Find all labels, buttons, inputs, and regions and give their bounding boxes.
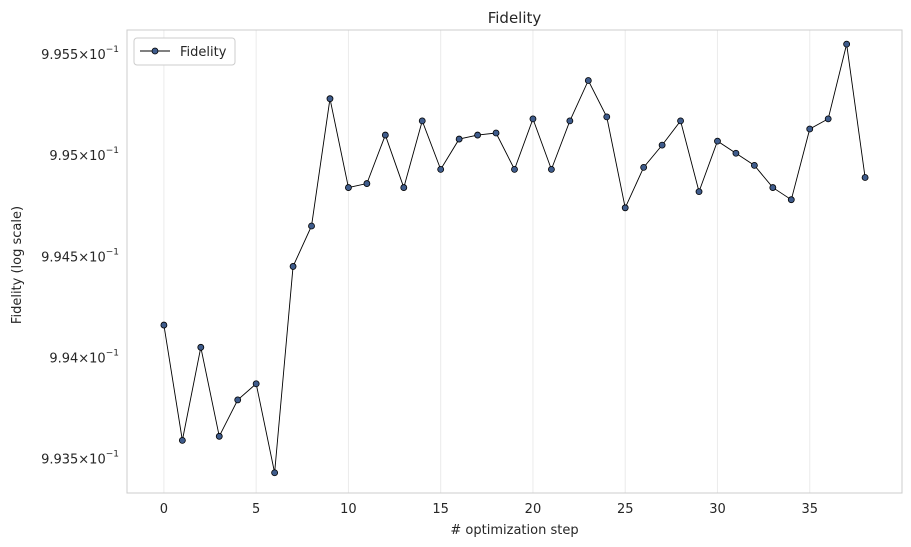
x-tick-label: 20 [525, 502, 542, 517]
data-point [271, 469, 279, 477]
data-point [787, 196, 795, 204]
data-point [806, 125, 814, 133]
plot-area [126, 29, 903, 494]
data-point [400, 184, 408, 191]
data-point [621, 204, 629, 212]
y-tick-label: 9.955×10−1 [41, 45, 119, 63]
chart-title: Fidelity [488, 9, 542, 27]
legend-label-fidelity: Fidelity [180, 45, 227, 60]
data-point [677, 117, 684, 125]
data-point [511, 165, 518, 173]
data-point [548, 165, 555, 173]
x-tick-label: 15 [432, 502, 449, 517]
data-point [824, 115, 832, 123]
x-tick-label: 10 [340, 502, 357, 517]
data-point [381, 131, 389, 139]
data-point [492, 129, 500, 137]
data-point [584, 77, 592, 84]
y-tick-label: 9.94×10−1 [49, 348, 119, 366]
data-point [289, 263, 297, 270]
y-axis-label: Fidelity (log scale) [10, 206, 25, 324]
legend: Fidelity [133, 37, 236, 66]
series-line-fidelity [163, 44, 866, 473]
x-tick-label: 0 [160, 502, 168, 517]
data-point [861, 174, 869, 181]
x-axis-ticks: 0 5 10 15 20 25 30 35 [160, 502, 818, 517]
x-tick-label: 5 [252, 502, 260, 517]
data-point [234, 396, 242, 404]
data-point [178, 436, 186, 444]
legend-box [133, 37, 236, 66]
data-point [695, 188, 703, 196]
data-point [197, 343, 205, 351]
data-point [750, 161, 758, 169]
x-tick-label: 35 [801, 502, 818, 517]
data-point [252, 380, 260, 388]
x-tick-label: 25 [617, 502, 634, 517]
data-point [160, 321, 168, 329]
data-point [474, 131, 481, 139]
data-point [640, 163, 648, 171]
data-point [215, 432, 223, 440]
data-point [326, 95, 334, 103]
data-point [603, 113, 611, 121]
data-point [418, 117, 426, 125]
x-axis-label: # optimization step [450, 523, 578, 538]
data-point [714, 137, 721, 145]
data-point [658, 141, 666, 149]
y-tick-label: 9.95×10−1 [49, 146, 119, 164]
grid-lines [163, 30, 811, 493]
data-point [769, 184, 777, 191]
data-point [529, 115, 537, 123]
data-point [843, 40, 851, 48]
data-point [437, 165, 445, 173]
data-point [732, 149, 740, 157]
y-axis-ticks: 9.935×10−1 9.94×10−1 9.945×10−1 9.95×10−1 9.… [41, 45, 119, 467]
x-tick-label: 30 [709, 502, 726, 517]
series-points-fidelity [160, 40, 869, 477]
data-point [363, 180, 371, 187]
y-tick-label: 9.935×10−1 [41, 450, 119, 468]
y-tick-label: 9.945×10−1 [41, 247, 119, 265]
data-point [455, 135, 463, 143]
data-point [566, 117, 574, 125]
legend-marker [151, 47, 159, 55]
data-point [345, 184, 352, 191]
data-point [308, 222, 315, 230]
